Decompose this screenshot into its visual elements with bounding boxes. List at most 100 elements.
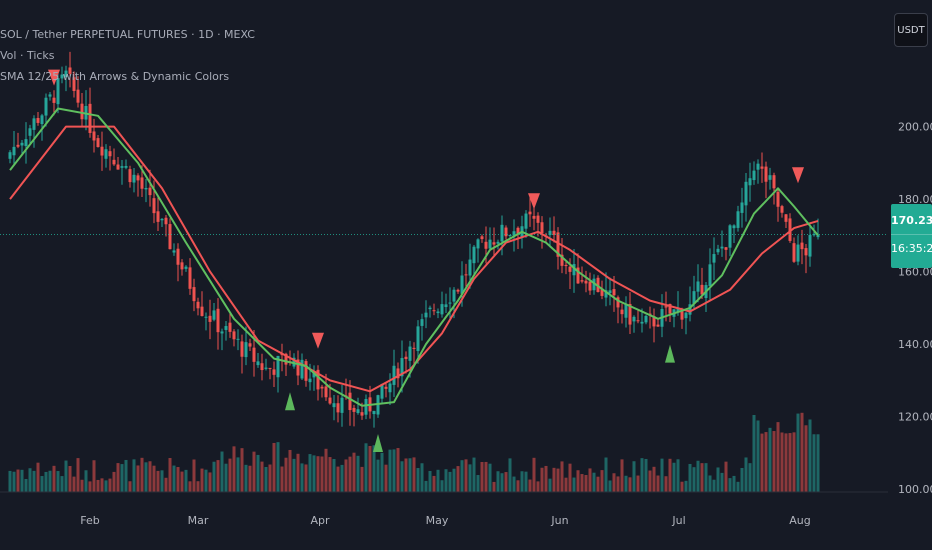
candle-body bbox=[252, 347, 256, 362]
volume-bar bbox=[356, 455, 360, 492]
volume-bar bbox=[8, 470, 12, 492]
price-scale[interactable]: 200.00 180.00 160.00 140.00 120.00 100.00 bbox=[898, 121, 932, 497]
volume-bar bbox=[488, 463, 492, 492]
volume-bar bbox=[468, 464, 472, 492]
volume-bar bbox=[640, 458, 644, 492]
candle-body bbox=[140, 177, 144, 189]
volume-bar bbox=[288, 449, 292, 492]
volume-bar bbox=[160, 470, 164, 492]
candle-body bbox=[744, 181, 748, 206]
candle-body bbox=[400, 358, 404, 377]
candle-body bbox=[64, 70, 68, 78]
candle-body bbox=[532, 215, 536, 219]
candle-body bbox=[464, 274, 468, 276]
volume-bar bbox=[428, 470, 432, 492]
volume-bar bbox=[760, 433, 764, 492]
volume-bar bbox=[616, 476, 620, 492]
candle-body bbox=[584, 280, 588, 284]
volume-bar bbox=[532, 457, 536, 492]
volume-bar bbox=[16, 469, 20, 492]
volume-bar bbox=[292, 458, 296, 492]
volume-bar bbox=[456, 466, 460, 492]
candle-body bbox=[692, 291, 696, 304]
volume-indicator-label[interactable]: Vol · Ticks bbox=[0, 49, 55, 62]
volume-bar bbox=[692, 467, 696, 492]
candle-body bbox=[428, 307, 432, 310]
currency-button[interactable]: USDT bbox=[894, 13, 928, 47]
candle-body bbox=[572, 264, 576, 276]
candle-body bbox=[232, 331, 236, 340]
volume-bar bbox=[104, 480, 108, 492]
volume-bar bbox=[696, 460, 700, 492]
candle-body bbox=[488, 239, 492, 249]
volume-bar bbox=[600, 470, 604, 492]
sell-arrow-icon bbox=[792, 167, 804, 184]
candle-body bbox=[364, 398, 368, 415]
volume-bar bbox=[752, 414, 756, 492]
candle-body bbox=[764, 166, 768, 182]
candle-body bbox=[616, 297, 620, 308]
candle-body bbox=[60, 74, 64, 79]
time-scale[interactable]: Feb Mar Apr May Jun Jul Aug bbox=[0, 491, 888, 527]
currency-label: USDT bbox=[897, 24, 925, 36]
volume-bar bbox=[748, 463, 752, 492]
volume-bar bbox=[20, 469, 24, 492]
candle-body bbox=[800, 242, 804, 250]
volume-bar bbox=[728, 478, 732, 492]
volume-bar bbox=[332, 459, 336, 492]
candle-body bbox=[264, 367, 268, 369]
candle-body bbox=[480, 236, 484, 240]
sell-arrow-icon bbox=[312, 332, 324, 349]
volume-bar bbox=[244, 464, 248, 492]
volume-bar bbox=[296, 453, 300, 492]
candle-body bbox=[792, 243, 796, 262]
candle-body bbox=[216, 308, 220, 333]
sell-arrow-icon bbox=[48, 69, 60, 86]
volume-bar bbox=[552, 467, 556, 492]
candle-body bbox=[384, 386, 388, 389]
candle-body bbox=[456, 289, 460, 292]
buy-arrow-icon bbox=[285, 392, 295, 411]
candle-body bbox=[372, 410, 376, 415]
volume-bar bbox=[84, 470, 88, 492]
volume-bar bbox=[48, 470, 52, 492]
candle-body bbox=[740, 202, 744, 213]
volume-bar bbox=[236, 457, 240, 492]
sma-indicator-label[interactable]: SMA 12/25 with Arrows & Dynamic Colors bbox=[0, 70, 230, 83]
volume-bar bbox=[608, 480, 612, 492]
volume-bar bbox=[496, 471, 500, 492]
candle-body bbox=[516, 227, 520, 235]
volume-bar bbox=[152, 465, 156, 492]
volume-bar bbox=[492, 481, 496, 492]
volume-bar bbox=[812, 434, 816, 492]
volume-bar bbox=[676, 459, 680, 492]
candle-body bbox=[708, 264, 712, 287]
candle-body bbox=[736, 211, 740, 228]
volume-bar bbox=[680, 481, 684, 492]
volume-bars bbox=[8, 412, 820, 492]
candle-body bbox=[804, 248, 808, 256]
candle-body bbox=[776, 191, 780, 207]
candle-body bbox=[180, 262, 184, 270]
volume-bar bbox=[300, 463, 304, 492]
volume-bar bbox=[444, 469, 448, 492]
volume-bar bbox=[80, 479, 84, 492]
candle-body bbox=[724, 247, 728, 250]
candle-body bbox=[168, 224, 172, 250]
volume-bar bbox=[536, 481, 540, 492]
volume-bar bbox=[360, 466, 364, 492]
candle-body bbox=[104, 149, 108, 159]
candle-body bbox=[748, 178, 752, 186]
symbol-title[interactable]: SOL / Tether PERPETUAL FUTURES · 1D · ME… bbox=[0, 28, 255, 41]
volume-bar bbox=[260, 461, 264, 492]
volume-bar bbox=[184, 469, 188, 492]
volume-bar bbox=[516, 480, 520, 492]
candle-body bbox=[564, 264, 568, 267]
time-tick-label: Mar bbox=[188, 514, 209, 527]
volume-bar bbox=[88, 481, 92, 492]
volume-bar bbox=[280, 466, 284, 492]
volume-bar bbox=[628, 477, 632, 492]
volume-bar bbox=[56, 471, 60, 492]
volume-bar bbox=[200, 468, 204, 492]
